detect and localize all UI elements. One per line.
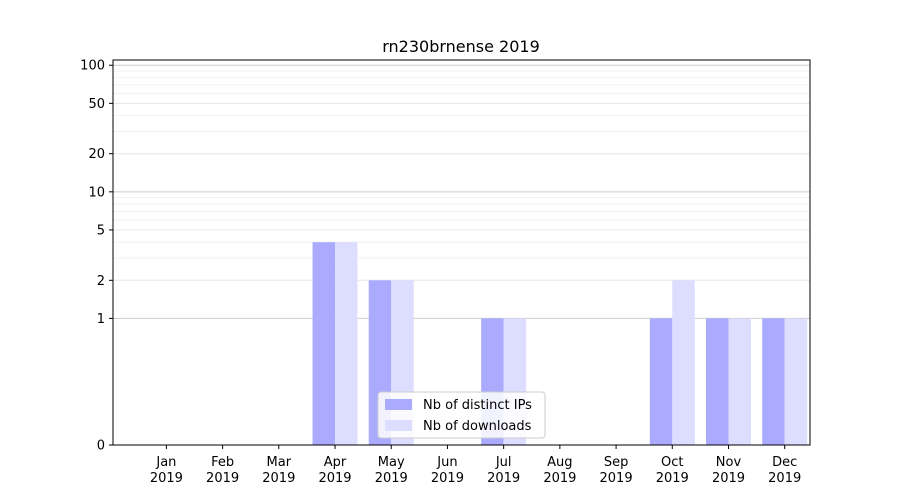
legend-swatch xyxy=(385,399,412,410)
bars-layer xyxy=(312,242,808,445)
legend: Nb of distinct IPs Nb of downloads xyxy=(377,391,546,439)
axes-layer: 0 1 2 5 10 20 50 100 Jan 2019 Feb 2019 Mar 2019 Apr 201… xyxy=(80,59,811,486)
y-tick-label: 5 xyxy=(97,223,105,238)
bar-downloads xyxy=(672,280,695,445)
y-tick-label: 50 xyxy=(88,97,105,112)
bar-downloads xyxy=(784,318,808,445)
x-tick-label: Mar 2019 xyxy=(262,455,295,486)
y-tick-label: 20 xyxy=(88,147,105,162)
y-tick-label: 1 xyxy=(97,312,105,327)
x-tick-label: Apr 2019 xyxy=(318,455,351,486)
x-tick-label: Oct 2019 xyxy=(656,455,689,486)
y-tick-label: 2 xyxy=(97,274,105,289)
x-tick-label: Sep 2019 xyxy=(600,455,633,486)
x-tick-label: Aug 2019 xyxy=(543,455,576,486)
x-tick-label: Nov 2019 xyxy=(712,455,745,486)
legend-label: Nb of distinct IPs xyxy=(423,398,532,413)
x-tick-label: Jun 2019 xyxy=(431,455,464,486)
y-tick-label: 0 xyxy=(97,439,105,454)
bar-downloads xyxy=(728,318,751,445)
bar-downloads xyxy=(335,242,358,445)
bar-ips xyxy=(762,318,785,445)
x-tick-label: Jul 2019 xyxy=(487,455,520,486)
x-tick-label: Feb 2019 xyxy=(206,455,239,486)
legend-box xyxy=(377,391,546,439)
y-tick-label: 10 xyxy=(88,185,105,200)
x-tick-label: Jan 2019 xyxy=(150,455,183,486)
bar-ips xyxy=(649,318,673,445)
x-tick-label: Dec 2019 xyxy=(768,455,801,486)
x-tick-label: May 2019 xyxy=(375,455,408,486)
legend-label: Nb of downloads xyxy=(423,419,532,434)
y-tick-label: 100 xyxy=(80,59,105,74)
chart-title: rn230brnense 2019 xyxy=(382,37,540,56)
plot-frame xyxy=(112,59,811,446)
grid-layer xyxy=(113,64,810,319)
bar-ips xyxy=(312,242,336,445)
bar-ips xyxy=(706,318,729,445)
legend-swatch xyxy=(385,420,412,431)
